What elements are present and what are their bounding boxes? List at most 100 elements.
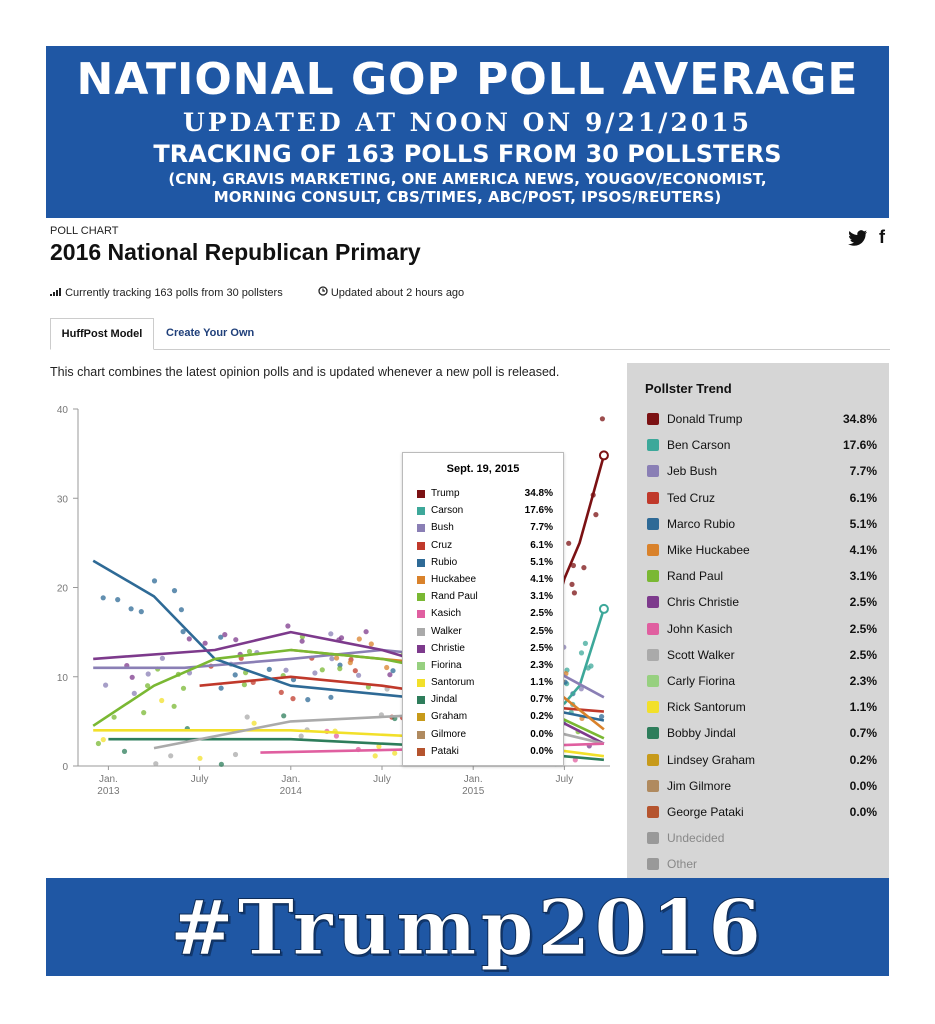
candidate-swatch <box>647 413 659 425</box>
candidate-value: 5.1% <box>849 516 877 531</box>
pollster-trend-item[interactable]: Rick Santorum 1.1% <box>645 697 877 717</box>
pollster-trend-item[interactable]: Donald Trump 34.8% <box>645 409 877 429</box>
candidate-swatch <box>647 491 659 504</box>
poll-dot-bush <box>283 667 289 673</box>
y-tick-label: 0 <box>62 762 68 773</box>
poll-dot-walker <box>168 753 174 759</box>
tab-huffpost-model[interactable]: HuffPost Model <box>50 318 154 350</box>
pollster-trend-panel: Pollster Trend Donald Trump 34.8% Ben Cars… <box>627 363 889 878</box>
pollster-trend-item[interactable]: Jeb Bush 7.7% <box>645 461 877 481</box>
tooltip-value: 5.1% <box>530 556 553 568</box>
x-tick-label: Jan. <box>464 774 483 785</box>
poll-dot-rubio <box>151 578 158 584</box>
tooltip-swatch <box>417 661 425 670</box>
tooltip-swatch <box>417 524 425 533</box>
poll-dot-rubio <box>178 607 184 613</box>
poll-dot-walker <box>244 714 250 720</box>
candidate-swatch <box>647 753 659 766</box>
candidate-name: Jim Gilmore <box>667 778 732 793</box>
banner-tracking: TRACKING OF 163 POLLS FROM 30 POLLSTERS <box>153 140 782 168</box>
pollster-trend-item[interactable]: Mike Huckabee 4.1% <box>645 540 877 560</box>
tooltip-row: Fiorina 2.3% <box>403 657 563 674</box>
poll-dot-rubio <box>218 685 224 691</box>
tooltip-candidate: Christie <box>431 642 465 654</box>
x-tick-sublabel: 2015 <box>462 786 485 797</box>
poll-dot-rubio <box>180 629 186 635</box>
poll-dot-rubio <box>218 634 224 640</box>
banner-title: NATIONAL GOP POLL AVERAGE <box>76 54 859 105</box>
pollster-trend-item[interactable]: Carly Fiorina 2.3% <box>645 671 877 691</box>
candidate-swatch <box>647 517 659 530</box>
poll-dot-walker <box>298 733 304 739</box>
bars-icon <box>50 288 61 296</box>
pollster-trend-item[interactable]: George Pataki 0.0% <box>645 802 877 822</box>
pollster-trend-item-muted[interactable]: Undecided <box>645 828 877 848</box>
poll-dot-jindal <box>121 748 128 754</box>
poll-dot-bush <box>328 631 334 637</box>
poll-dot-bush <box>103 682 109 688</box>
candidate-name: Ben Carson <box>667 438 731 453</box>
candidate-value: 2.3% <box>849 674 877 688</box>
poll-dot-rand-paul <box>171 703 177 709</box>
poll-dot-rand-paul <box>337 666 343 672</box>
poll-dot-cruz <box>290 696 296 702</box>
pollster-trend-item[interactable]: Scott Walker 2.5% <box>645 645 877 665</box>
tooltip-candidate: Bush <box>431 522 454 534</box>
poll-dot-rand-paul <box>145 683 151 689</box>
tooltip-candidate: Rand Paul <box>431 591 478 603</box>
pollster-trend-item[interactable]: Lindsey Graham 0.2% <box>645 750 877 770</box>
tooltip-candidate: Kasich <box>431 608 462 620</box>
poll-dot-bush <box>131 690 137 696</box>
candidate-name: Other <box>667 857 698 872</box>
facebook-icon[interactable]: f <box>879 227 886 247</box>
pollster-trend-item[interactable]: John Kasich 2.5% <box>645 619 877 639</box>
poll-dot-bush <box>356 672 362 678</box>
pollster-trend-item[interactable]: Marco Rubio 5.1% <box>645 514 877 534</box>
twitter-icon[interactable] <box>848 230 868 247</box>
pollster-trend-item[interactable]: Bobby Jindal 0.7% <box>645 723 877 743</box>
tooltip-value: 2.5% <box>530 625 553 637</box>
tooltip-swatch <box>417 627 425 636</box>
pollster-trend-item-muted[interactable]: Other <box>645 854 877 874</box>
tooltip-row: Gilmore 0.0% <box>403 726 563 743</box>
tooltip-value: 1.1% <box>530 677 553 689</box>
tooltip-value: 2.5% <box>530 642 553 654</box>
updated-info: Updated about 2 hours ago <box>318 286 480 299</box>
candidate-value: 3.1% <box>849 569 877 584</box>
pollster-trend-item[interactable]: Ben Carson 17.6% <box>645 435 877 455</box>
tooltip-value: 0.0% <box>530 745 553 757</box>
candidate-name: Bobby Jindal <box>667 726 736 741</box>
poll-dot-carson <box>578 650 585 656</box>
poll-dot-rubio <box>115 597 121 603</box>
social-links: f <box>848 227 885 248</box>
poll-dot-cruz <box>352 668 358 674</box>
candidate-name: Scott Walker <box>667 647 735 662</box>
candidate-value: 34.8% <box>842 412 877 426</box>
tooltip-value: 34.8% <box>524 488 553 499</box>
tooltip-value: 7.7% <box>530 522 553 534</box>
x-tick-label: July <box>373 774 391 785</box>
candidate-value: 0.7% <box>849 726 877 741</box>
tooltip-swatch <box>417 507 425 516</box>
tooltip-row: Walker 2.5% <box>403 623 563 640</box>
poll-dot-bush <box>159 655 165 661</box>
top-banner: NATIONAL GOP POLL AVERAGE UPDATED AT NOO… <box>46 46 889 218</box>
poll-dot-christie <box>233 637 239 643</box>
tooltip-value: 4.1% <box>530 573 553 585</box>
pollster-trend-item[interactable]: Chris Christie 2.5% <box>645 592 877 612</box>
pollster-trend-item[interactable]: Rand Paul 3.1% <box>645 566 877 586</box>
candidate-swatch <box>647 622 659 635</box>
poll-dot-bush <box>145 671 151 677</box>
poll-dot-walker <box>232 751 239 758</box>
candidate-value: 17.6% <box>842 438 877 453</box>
tooltip-row: Bush 7.7% <box>403 519 563 536</box>
pollster-trend-item[interactable]: Jim Gilmore 0.0% <box>645 776 877 796</box>
tooltip-row: Trump 34.8% <box>403 485 563 502</box>
tooltip-row: Jindal 0.7% <box>403 691 563 708</box>
y-tick-label: 30 <box>57 494 69 505</box>
pollster-trend-item[interactable]: Ted Cruz 6.1% <box>645 488 877 508</box>
tooltip-swatch <box>417 558 425 567</box>
tooltip-row: Christie 2.5% <box>403 640 563 657</box>
tab-create-your-own[interactable]: Create Your Own <box>166 327 255 339</box>
candidate-name: Ted Cruz <box>667 490 716 505</box>
